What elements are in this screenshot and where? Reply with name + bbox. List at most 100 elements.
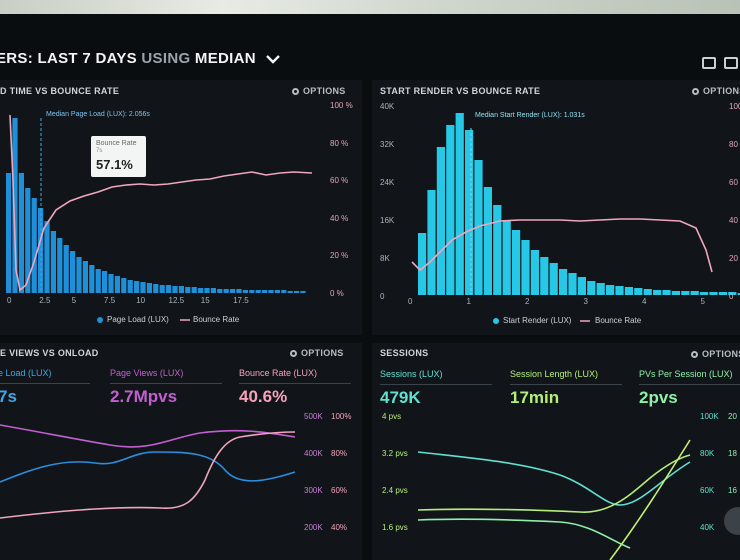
panel1-bar [12,118,18,293]
panel2-right-tick: 80 [729,140,738,149]
panel1-median-label: Median Page Load (LUX): 2.056s [46,111,150,118]
panel1-bar [172,286,178,293]
panel2-bar [521,240,530,295]
panel1-bar [70,251,76,293]
panel4-title: SESSIONS [380,348,429,358]
panel1-title: D TIME VS BOUNCE RATE [0,86,120,96]
panel1-bar [287,291,293,293]
panel4-metric-value-length: 17min [510,388,560,407]
panel2-left-tick: 8K [380,254,390,263]
panel1-x-tick: 12.5 [168,296,185,305]
panel2-right-tick: 40 [729,216,738,225]
panel2-bar [662,290,671,295]
panel1-bar [57,238,63,293]
panel3-options-button[interactable]: OPTIONS [290,348,344,358]
divider [639,384,740,385]
panel4-right-tick-sessions: 100K [700,412,719,421]
panel1-bar [204,288,210,293]
panel4-right-tick-length: 20 [728,412,737,421]
panel4-left-tick: 1.6 pvs [382,523,408,532]
panel4-right-tick-sessions: 60K [700,486,715,495]
gear-icon [691,351,698,358]
panel3-right-tick-bounce: 100% [331,412,352,421]
panel1-bar [76,257,82,293]
panel1-x-tick: 17.5 [233,296,249,305]
panel1-bar [6,173,12,293]
monitor-icon[interactable] [702,57,716,69]
panel3-right-tick-bounce: 80% [331,449,348,458]
panel1-x-tick: 15 [200,296,210,305]
panel1-bar [159,285,165,293]
tooltip-sub: 7s [96,148,103,154]
panel1-bar [230,289,236,293]
panel4-right-tick-length: 18 [728,449,737,458]
panel1-right-tick: 40 % [330,213,349,223]
panel2-x-tick: 4 [642,297,647,306]
panel3-right-tick-views: 500K [304,412,323,421]
panel2-x-tick: 2 [525,297,530,306]
panel4-metric-label-length: Session Length (LUX) [510,369,599,379]
panel2-x-tick: 5 [700,297,705,306]
panel1-bar [153,284,159,293]
chat-bubble-icon[interactable] [724,507,740,535]
panel1-options-button[interactable]: OPTIONS [292,86,346,96]
panel2-right-tick: 20 [729,254,738,263]
panel2-bar [493,205,502,295]
panel1-bar [50,231,56,293]
panel2-bar [436,147,445,295]
panel1-x-tick: 7.5 [103,296,116,305]
panel2-bar [700,292,709,295]
panel1-bar [146,283,152,293]
panel2-x-tick: 1 [466,297,471,306]
panel4-metric-value-sessions: 479K [380,388,421,407]
panel2-bar [606,285,615,295]
panel1-bar [121,278,127,293]
panel2-left-tick: 16K [380,216,395,225]
panel2-bar [427,190,436,295]
panel1-bar [25,188,31,293]
title-median: MEDIAN [194,50,256,67]
panel-page-views-vs-onload [0,343,362,560]
panel2-options-button[interactable]: OPTIONS [692,86,740,96]
panel1-bar [166,285,172,293]
panel1-right-tick: 80 % [330,138,349,148]
fullscreen-icon[interactable] [724,57,738,69]
panel4-options-button[interactable]: OPTIONS [691,349,740,359]
panel3-right-tick-views: 300K [304,486,323,495]
panel3-metric-value-bounce: 40.6% [239,387,288,406]
dashboard-title[interactable]: ERS: LAST 7 DAYS USING MEDIAN [0,50,281,68]
panel1-bar [114,276,120,293]
title-using: USING [136,50,195,67]
panel3-right-tick-views: 200K [304,523,323,532]
panel2-bar [465,130,474,295]
panel2-bar [502,220,511,295]
panel2-bar [418,233,427,295]
panel2-left-tick: 32K [380,140,395,149]
divider [380,384,492,385]
panel2-median-label: Median Start Render (LUX): 1.031s [475,112,585,119]
divider [0,383,90,384]
panel1-bar [178,286,184,293]
divider [510,384,622,385]
panel1-bar [274,290,280,293]
panel2-bar [615,286,624,295]
panel1-bar [198,288,204,293]
options-label: OPTIONS [301,348,344,358]
panel1-bar [89,265,95,293]
panel2-x-tick: 3 [583,297,588,306]
background-window-glare [0,0,740,14]
chevron-down-icon[interactable] [266,51,281,68]
panel4-left-tick: 3.2 pvs [382,449,408,458]
panel3-title: E VIEWS VS ONLOAD [0,348,99,358]
divider [239,383,351,384]
panel2-bar [549,263,558,295]
panel2-bar [624,287,633,295]
panel-sessions [372,343,740,560]
panel2-x-tick: 0 [408,297,413,306]
panel1-bar [268,290,274,293]
panel1-bar [255,290,261,293]
panel2-bar [634,288,643,295]
